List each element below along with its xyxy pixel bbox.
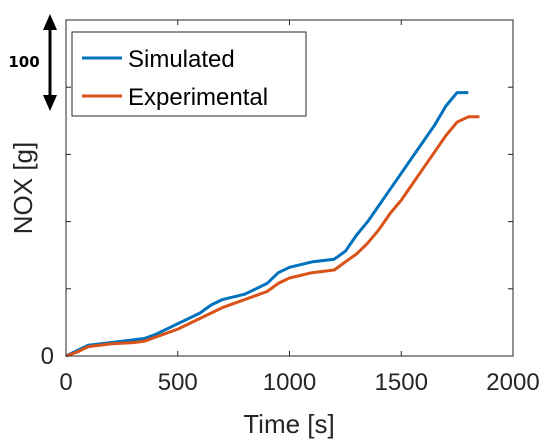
annotation-label: 100 (8, 53, 39, 71)
x-tick-label: 0 (59, 369, 72, 396)
legend-label-experimental: Experimental (128, 84, 268, 111)
annotation-arrow-head-up (43, 14, 57, 30)
series-line-simulated (65, 91, 469, 358)
x-tick-label: 2000 (486, 369, 539, 396)
x-axis-label: Time [s] (243, 409, 334, 439)
legend-label-simulated: Simulated (128, 46, 235, 73)
x-ticks: 0 500 1000 1500 2000 (59, 20, 540, 396)
y-axis-label: NOX [g] (8, 142, 38, 234)
y-tick-label: 0 (41, 343, 54, 370)
legend-box (71, 31, 307, 117)
x-tick-label: 500 (158, 369, 198, 396)
annotation-arrow-head-down (43, 95, 57, 111)
series-line-experimental (65, 115, 480, 358)
x-tick-label: 1500 (375, 369, 428, 396)
series-layer (65, 91, 480, 358)
legend: Simulated Experimental (71, 31, 307, 117)
y-ticks: 0 (41, 19, 513, 370)
x-tick-label: 1000 (263, 369, 316, 396)
annotation: 100 (8, 14, 57, 111)
